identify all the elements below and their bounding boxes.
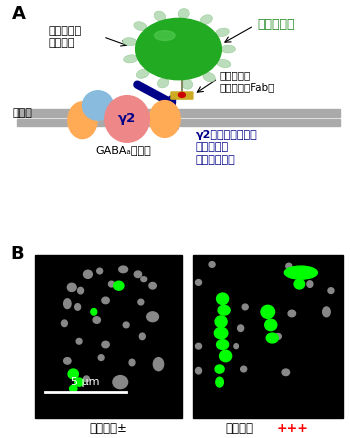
- Ellipse shape: [67, 283, 76, 291]
- Ellipse shape: [136, 69, 149, 78]
- Ellipse shape: [93, 317, 100, 323]
- Text: 5 μm: 5 μm: [71, 378, 100, 387]
- FancyBboxPatch shape: [171, 92, 193, 99]
- Ellipse shape: [154, 11, 166, 21]
- Text: ビオチン化
２次抗体（Fab）: ビオチン化 ２次抗体（Fab）: [220, 70, 275, 92]
- Ellipse shape: [68, 369, 78, 379]
- Ellipse shape: [265, 319, 277, 331]
- Ellipse shape: [64, 299, 71, 309]
- Circle shape: [178, 92, 186, 97]
- Ellipse shape: [123, 38, 137, 46]
- Ellipse shape: [178, 9, 189, 19]
- Bar: [17, 109, 340, 117]
- Ellipse shape: [216, 28, 229, 37]
- Ellipse shape: [217, 293, 229, 304]
- Ellipse shape: [261, 305, 274, 318]
- Ellipse shape: [266, 333, 278, 343]
- Ellipse shape: [124, 55, 138, 63]
- Ellipse shape: [149, 101, 180, 138]
- Ellipse shape: [134, 22, 147, 31]
- Ellipse shape: [216, 377, 223, 387]
- Ellipse shape: [217, 60, 231, 68]
- Bar: [193, 254, 343, 418]
- Ellipse shape: [70, 385, 77, 392]
- Text: ストレプト
アビジン: ストレプト アビジン: [48, 25, 81, 48]
- Ellipse shape: [234, 344, 238, 349]
- Ellipse shape: [134, 271, 142, 278]
- Ellipse shape: [62, 320, 67, 327]
- Ellipse shape: [215, 365, 224, 373]
- Ellipse shape: [288, 310, 296, 317]
- Ellipse shape: [196, 343, 202, 349]
- Ellipse shape: [218, 305, 230, 315]
- Ellipse shape: [219, 350, 232, 362]
- Text: γ2: γ2: [118, 113, 136, 125]
- Ellipse shape: [149, 283, 156, 289]
- Ellipse shape: [141, 277, 147, 282]
- Ellipse shape: [153, 357, 164, 371]
- Ellipse shape: [76, 339, 82, 344]
- Circle shape: [136, 18, 222, 80]
- Ellipse shape: [138, 299, 144, 305]
- Ellipse shape: [323, 307, 330, 317]
- Ellipse shape: [64, 357, 71, 364]
- Bar: [17, 119, 340, 126]
- Ellipse shape: [75, 304, 80, 310]
- Ellipse shape: [307, 281, 313, 287]
- Ellipse shape: [196, 367, 202, 374]
- Ellipse shape: [123, 322, 129, 328]
- Text: B: B: [10, 245, 24, 263]
- Ellipse shape: [114, 281, 124, 290]
- Ellipse shape: [129, 359, 135, 366]
- Ellipse shape: [78, 287, 84, 294]
- Ellipse shape: [83, 91, 113, 120]
- Ellipse shape: [68, 102, 97, 138]
- Ellipse shape: [84, 376, 89, 381]
- Ellipse shape: [97, 268, 103, 274]
- Ellipse shape: [108, 281, 114, 287]
- Ellipse shape: [328, 288, 334, 293]
- Ellipse shape: [242, 304, 248, 310]
- Ellipse shape: [217, 339, 229, 350]
- Ellipse shape: [147, 312, 159, 321]
- Text: 量子ドット: 量子ドット: [257, 18, 295, 31]
- Ellipse shape: [241, 366, 247, 372]
- Ellipse shape: [209, 261, 215, 267]
- Text: GABAₐ受容体: GABAₐ受容体: [96, 145, 152, 155]
- Ellipse shape: [294, 279, 304, 289]
- Ellipse shape: [84, 270, 92, 278]
- Text: 神経興奮±: 神経興奮±: [90, 421, 127, 434]
- Text: γ2サブユニットに
対する抗体
（１次抗体）: γ2サブユニットに 対する抗体 （１次抗体）: [196, 130, 257, 165]
- Ellipse shape: [203, 72, 215, 82]
- Ellipse shape: [91, 309, 97, 315]
- Text: +++: +++: [276, 421, 308, 434]
- Ellipse shape: [113, 375, 128, 389]
- Ellipse shape: [284, 266, 317, 279]
- Ellipse shape: [98, 355, 104, 360]
- Ellipse shape: [214, 327, 228, 339]
- Ellipse shape: [102, 297, 109, 304]
- Ellipse shape: [154, 31, 175, 40]
- Ellipse shape: [238, 325, 244, 332]
- Ellipse shape: [200, 15, 212, 25]
- Ellipse shape: [102, 341, 109, 348]
- Text: A: A: [12, 5, 26, 23]
- Ellipse shape: [139, 333, 145, 339]
- Ellipse shape: [286, 263, 292, 269]
- Ellipse shape: [215, 316, 227, 327]
- Ellipse shape: [182, 79, 193, 89]
- Text: 細胞膜: 細胞膜: [12, 108, 32, 118]
- Ellipse shape: [282, 369, 289, 375]
- Ellipse shape: [275, 333, 281, 339]
- Text: 神経興奮: 神経興奮: [226, 421, 254, 434]
- Ellipse shape: [221, 45, 236, 53]
- Ellipse shape: [105, 95, 149, 142]
- Ellipse shape: [158, 78, 169, 88]
- Ellipse shape: [119, 266, 128, 272]
- Ellipse shape: [75, 378, 84, 386]
- Ellipse shape: [196, 279, 202, 285]
- Bar: [35, 254, 182, 418]
